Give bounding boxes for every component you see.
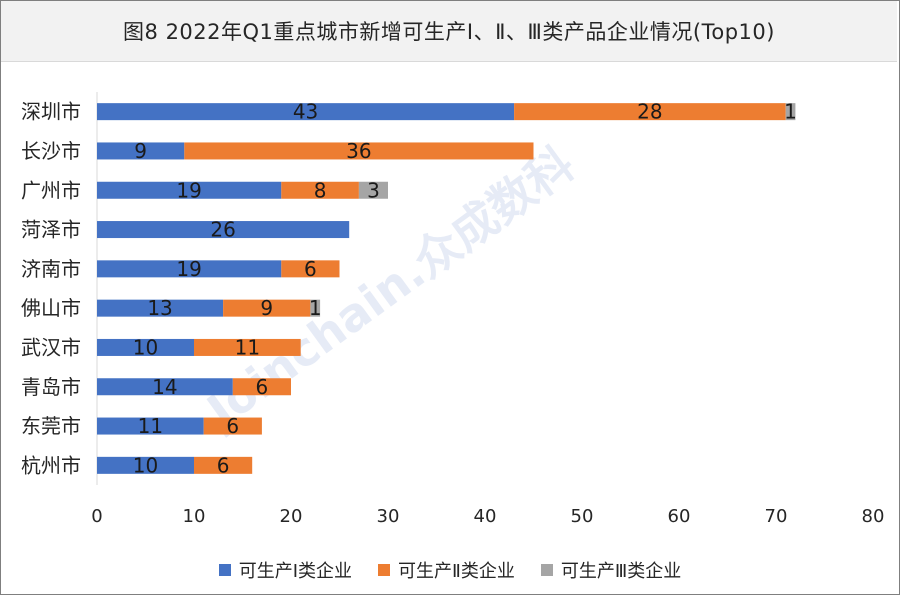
data-label: 10 [133, 453, 158, 477]
data-label: 19 [176, 257, 201, 281]
category-label: 菏泽市 [21, 218, 81, 242]
bar-segment [223, 299, 311, 317]
legend-swatch-class3 [540, 564, 553, 576]
bar-segment [97, 417, 204, 435]
data-label: 28 [637, 100, 662, 124]
bar-segment [281, 260, 340, 278]
bar-segment [97, 378, 233, 396]
data-label: 11 [138, 414, 163, 438]
data-label: 14 [152, 375, 177, 399]
data-label: 3 [367, 178, 380, 202]
x-tick-label: 70 [765, 506, 788, 527]
data-label: 43 [293, 100, 318, 124]
category-label: 佛山市 [21, 296, 81, 320]
category-label: 深圳市 [21, 100, 81, 124]
bar-segment [785, 103, 796, 121]
x-tick-label: 80 [862, 506, 885, 527]
category-label: 济南市 [21, 257, 81, 281]
bar-segment [97, 221, 350, 239]
legend-item-class3: 可生产Ⅲ类企业 [540, 557, 682, 583]
bar-segment [97, 142, 185, 160]
category-label: 杭州市 [21, 453, 81, 477]
chart-title: 图8 2022年Q1重点城市新增可生产Ⅰ、Ⅱ、Ⅲ类产品企业情况(Top10) [123, 20, 775, 44]
legend-item-class2: 可生产Ⅱ类企业 [378, 557, 515, 583]
x-tick-label: 0 [91, 506, 102, 527]
bar-segment [184, 142, 534, 160]
x-tick-label: 30 [377, 506, 400, 527]
category-label: 广州市 [21, 178, 81, 202]
legend-label-class2: 可生产Ⅱ类企业 [398, 561, 515, 582]
bar-segment [97, 456, 194, 474]
bar-segment [194, 456, 253, 474]
bar-segment [358, 181, 388, 199]
x-tick-label: 60 [668, 506, 691, 527]
bar-segment [310, 299, 321, 317]
data-label: 6 [304, 257, 317, 281]
x-tick-label: 20 [280, 506, 303, 527]
title-bar: 图8 2022年Q1重点城市新增可生产Ⅰ、Ⅱ、Ⅲ类产品企业情况(Top10) [1, 1, 897, 62]
bar-segment [97, 103, 515, 121]
data-label: 6 [226, 414, 239, 438]
category-label: 长沙市 [21, 139, 81, 163]
bar-segment [514, 103, 786, 121]
bar-segment [97, 260, 282, 278]
bar-segment [203, 417, 262, 435]
category-label: 武汉市 [21, 335, 81, 359]
data-label: 10 [133, 335, 158, 359]
legend-label-class1: 可生产Ⅰ类企业 [238, 561, 353, 582]
legend-swatch-class2 [378, 564, 391, 576]
legend-item-class1: 可生产Ⅰ类企业 [218, 557, 353, 583]
category-label: 青岛市 [21, 375, 81, 399]
bar-segment [194, 338, 301, 356]
data-label: 9 [134, 139, 147, 163]
x-tick-label: 50 [571, 506, 594, 527]
bar-segment [97, 338, 194, 356]
data-label: 13 [147, 296, 172, 320]
legend-label-class3: 可生产Ⅲ类企业 [560, 561, 682, 582]
data-label: 11 [235, 335, 260, 359]
legend-swatch-class1 [218, 564, 231, 576]
data-label: 19 [176, 178, 201, 202]
data-label: 6 [217, 453, 230, 477]
x-tick-label: 40 [474, 506, 497, 527]
data-label: 1 [784, 100, 797, 124]
data-label: 36 [346, 139, 371, 163]
data-label: 9 [260, 296, 273, 320]
legend: 可生产Ⅰ类企业 可生产Ⅱ类企业 可生产Ⅲ类企业 [0, 555, 900, 585]
data-label: 6 [256, 375, 269, 399]
data-label: 1 [309, 296, 322, 320]
x-tick-label: 10 [183, 506, 206, 527]
bar-segment [232, 378, 291, 396]
bar-segment [281, 181, 359, 199]
bar-segment [97, 181, 282, 199]
bar-segment [97, 299, 224, 317]
data-label: 8 [314, 178, 327, 202]
category-label: 东莞市 [21, 414, 81, 438]
data-label: 26 [210, 218, 235, 242]
